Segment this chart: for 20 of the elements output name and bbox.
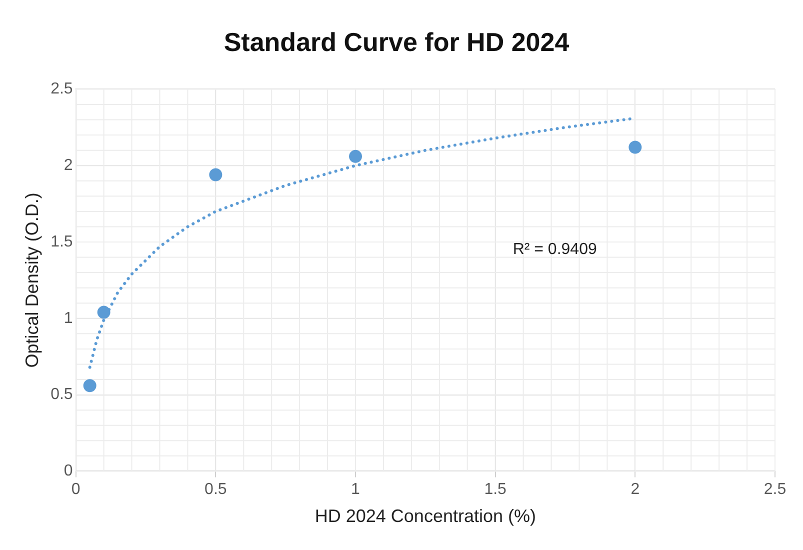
point — [349, 150, 362, 163]
x-axis-title: HD 2024 Concentration (%) — [314, 506, 536, 526]
y-tick-label: 2.5 — [50, 80, 73, 98]
y-tick-label: 1 — [64, 310, 73, 327]
x-tick-label: 1.5 — [484, 481, 507, 498]
y-tick-label: 0.5 — [50, 386, 73, 404]
x-tick-label: 0.5 — [204, 481, 227, 498]
y-tick-label: 1.5 — [50, 233, 73, 250]
x-tick-label: 1 — [351, 481, 360, 498]
y-tick-label: 0 — [64, 462, 73, 480]
y-tick-label: 2 — [64, 157, 73, 174]
point — [628, 140, 642, 154]
x-tick-label: 2.5 — [764, 481, 786, 498]
point — [209, 168, 222, 182]
chart-title: Standard Curve for HD 2024 — [224, 26, 570, 57]
point — [97, 306, 110, 319]
point — [83, 379, 96, 392]
x-tick-label: 2 — [630, 481, 640, 498]
annotation: R² = 0.9409 — [512, 241, 597, 258]
y-axis-title: Optical Density (O.D.) — [22, 192, 42, 368]
